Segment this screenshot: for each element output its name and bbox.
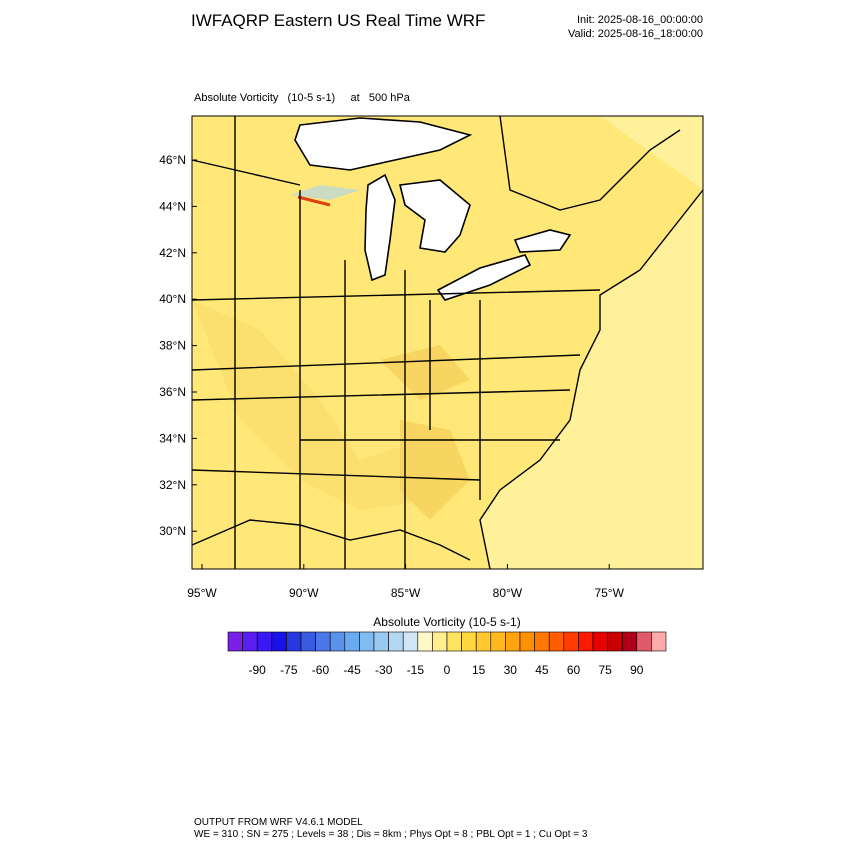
- colorbar-label: 75: [598, 663, 612, 677]
- land-shade: [192, 300, 460, 510]
- map: [191, 115, 704, 570]
- land-shade: [400, 420, 470, 520]
- colorbar-label: -30: [375, 663, 393, 677]
- colorbar-box: [534, 631, 550, 652]
- colorbar: -90 -75 -60 -45 -30 -15 0 15 30 45 60 75 90: [227, 631, 667, 677]
- colorbar-label: -90: [249, 663, 267, 677]
- lat-label: 32°N: [159, 478, 186, 492]
- footer-line: WE = 310 ; SN = 275 ; Levels = 38 ; Dis …: [194, 829, 588, 840]
- ocean: [480, 116, 703, 569]
- colorbar-label: 45: [535, 663, 549, 677]
- lat-label: 42°N: [159, 246, 186, 260]
- colorbar-box: [388, 631, 404, 652]
- colorbar-box: [461, 631, 477, 652]
- colorbar-box: [402, 631, 419, 652]
- lon-axis: 95°W 90°W 85°W 80°W 75°W: [187, 564, 625, 600]
- lat-label: 30°N: [159, 524, 186, 538]
- colorbar-label: 15: [472, 663, 486, 677]
- colorbar-label: -15: [407, 663, 425, 677]
- subtitle: Absolute Vorticity (10-5 s-1) at 500 hPa: [194, 92, 411, 104]
- boundaries: [191, 115, 704, 570]
- lon-label: 95°W: [187, 586, 217, 600]
- colorbar-box: [373, 631, 389, 652]
- colorbar-box: [432, 631, 448, 652]
- init-time: Init: 2025-08-16_00:00:00: [577, 14, 703, 26]
- colorbar-box: [446, 631, 462, 652]
- colorbar-box: [256, 631, 273, 652]
- lat-label: 44°N: [159, 199, 186, 213]
- colorbar-box: [300, 631, 316, 652]
- colorbar-box: [651, 631, 667, 652]
- colorbar-box: [344, 631, 360, 652]
- colorbar-box: [475, 631, 492, 652]
- lat-label: 38°N: [159, 339, 186, 353]
- colorbar-box: [592, 631, 608, 652]
- colorbar-box: [621, 631, 638, 652]
- lat-label: 40°N: [159, 292, 186, 306]
- footer-line: OUTPUT FROM WRF V4.6.1 MODEL: [194, 817, 363, 828]
- colorbar-box: [636, 631, 652, 652]
- colorbar-box: [242, 631, 258, 652]
- colorbar-box: [563, 631, 579, 652]
- colorbar-box: [271, 631, 287, 652]
- colorbar-label: 90: [630, 663, 644, 677]
- colorbar-box: [505, 631, 521, 652]
- lat-label: 36°N: [159, 385, 186, 399]
- colorbar-box: [227, 631, 243, 652]
- colorbar-label: -45: [343, 663, 361, 677]
- colorbar-box: [578, 631, 594, 652]
- lat-label: 46°N: [159, 153, 186, 167]
- lat-label: 34°N: [159, 431, 186, 445]
- lat-axis: 46°N 44°N 42°N 40°N 38°N 36°N 34°N 32°N 30°N: [159, 153, 197, 538]
- lon-label: 90°W: [289, 586, 319, 600]
- colorbar-title: Absolute Vorticity (10-5 s-1): [373, 615, 520, 629]
- lon-label: 75°W: [594, 586, 624, 600]
- valid-time: Valid: 2025-08-16_18:00:00: [568, 28, 703, 40]
- colorbar-label: -60: [312, 663, 330, 677]
- colorbar-box: [315, 631, 331, 652]
- colorbar-label: 30: [504, 663, 518, 677]
- colorbar-label: 0: [444, 663, 451, 677]
- lon-label: 80°W: [493, 586, 523, 600]
- lakes: [294, 117, 572, 301]
- colorbar-box: [359, 631, 375, 652]
- land-shade: [380, 345, 470, 400]
- colorbar-box: [329, 631, 346, 652]
- colorbar-box: [607, 631, 623, 652]
- colorbar-label: -75: [280, 663, 298, 677]
- feature: [297, 195, 331, 207]
- colorbar-box: [548, 631, 565, 652]
- lon-label: 85°W: [391, 586, 421, 600]
- colorbar-box: [417, 631, 433, 652]
- colorbar-box: [490, 631, 506, 652]
- colorbar-box: [286, 631, 302, 652]
- title: IWFAQRP Eastern US Real Time WRF: [191, 11, 485, 30]
- colorbar-box: [519, 631, 535, 652]
- colorbar-label: 60: [567, 663, 581, 677]
- feature: [290, 185, 360, 200]
- map-frame: [191, 115, 704, 570]
